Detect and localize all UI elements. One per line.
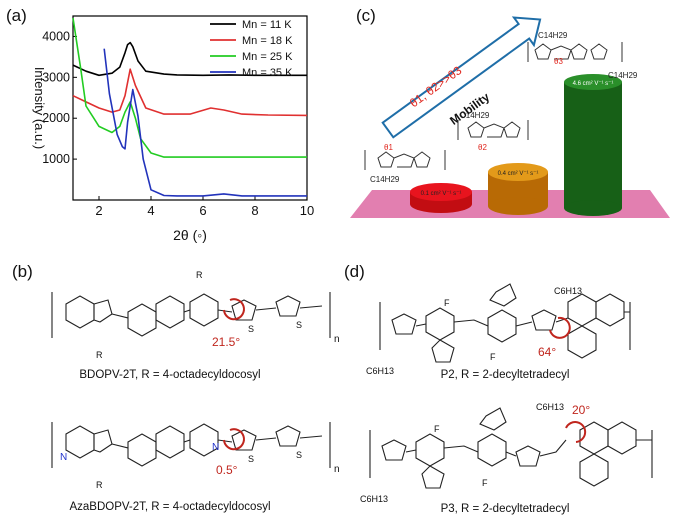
xrd-chart: 2 4 6 8 10 1000 2000 3000 4000 Mn = 11 K Mn = 18 …: [32, 15, 314, 243]
b-atom-s3: S: [248, 454, 254, 464]
d-angle-2: 20°: [572, 403, 590, 417]
legend-label-1: Mn = 11 K: [242, 19, 292, 31]
b-atom-r1: R: [96, 350, 103, 360]
legend-label-2: Mn = 18 K: [242, 35, 293, 47]
b-atom-s1: S: [248, 324, 254, 334]
cylinder-high: 4.6 cm² V⁻¹ s⁻¹: [564, 74, 622, 216]
b-caption-2: AzaBDOPV-2T, R = 4-octadecyldocosyl: [69, 501, 270, 513]
molecule-sketch-1: [364, 150, 446, 170]
d-c6-1: C6H13: [366, 366, 394, 376]
b-caption-1: BDOPV-2T, R = 4-octadecyldocosyl: [79, 369, 260, 381]
d-caption-1: P2, R = 2-decyltetradecyl: [441, 369, 570, 381]
molecule-sketch-3: [527, 42, 623, 62]
theta2-mark: θ2: [478, 143, 487, 152]
mobility-label: Mobility: [447, 90, 492, 128]
plot-frame: [72, 15, 308, 201]
series-line-1: [72, 41, 307, 77]
theta3-mark: θ3: [554, 57, 563, 66]
b-sub-n1: n: [334, 334, 340, 345]
x-axis-label: 2θ (◦): [173, 227, 207, 243]
d-f-3: F: [434, 424, 440, 434]
theta1-mark: θ1: [384, 143, 393, 152]
cylinder-low-label: 0.1 cm² V⁻¹ s⁻¹: [421, 191, 462, 197]
y-tick-label: 2000: [42, 111, 70, 125]
legend: Mn = 11 K Mn = 18 K Mn = 25 K Mn = 35 K: [210, 19, 293, 79]
x-tick-label: 6: [199, 203, 206, 218]
cylinder-mid-label: 0.4 cm² V⁻¹ s⁻¹: [498, 171, 539, 177]
panel-label-a: (a): [6, 6, 27, 25]
cylinder-high-label: 4.6 cm² V⁻¹ s⁻¹: [573, 81, 614, 87]
b-atom-n1: N: [60, 452, 67, 463]
bdopv-2t-structure: [51, 292, 331, 338]
mobility-arrow: [381, 16, 542, 139]
alkyl-label-3: C14H29: [460, 111, 490, 120]
d-f-4: F: [482, 478, 488, 488]
panel-label-b: (b): [12, 262, 33, 281]
x-tick-label: 2: [95, 203, 102, 218]
b-sub-n2: n: [334, 464, 340, 475]
b-atom-n2: N: [212, 442, 219, 453]
d-angle-1: 64°: [538, 345, 556, 359]
mobility-illustration: Mobility θ1, θ2>>θ3 0.1 cm² V⁻¹ s⁻¹ 0.4 …: [350, 16, 670, 218]
b-atom-r2: R: [196, 270, 203, 280]
y-tick-label: 4000: [42, 29, 70, 43]
series-line-4: [103, 48, 307, 197]
y-tick-label: 3000: [42, 70, 70, 84]
y-tick-label: 1000: [42, 152, 70, 166]
d-caption-2: P3, R = 2-decyltetradecyl: [441, 503, 570, 515]
d-c6-2: C6H13: [554, 286, 582, 296]
bdopv-structures: 21.5° R R S S n BDOPV-2T, R = 4-octadecy…: [51, 270, 340, 513]
x-tick-label: 10: [300, 203, 314, 218]
b-angle-1: 21.5°: [212, 335, 240, 349]
molecule-sketch-2: [457, 120, 529, 140]
alkyl-label-4: C14H29: [370, 175, 400, 184]
x-tick-label: 4: [147, 203, 154, 218]
d-f-1: F: [444, 298, 450, 308]
series-line-2: [72, 68, 308, 117]
d-c6-3: C6H13: [360, 494, 388, 504]
b-angle-2: 0.5°: [216, 463, 238, 477]
y-axis-label: Intensity (a.u.): [32, 67, 47, 149]
alkyl-label-2: C14H29: [608, 71, 638, 80]
cylinder-mid: 0.4 cm² V⁻¹ s⁻¹: [488, 163, 548, 215]
panel-label-c: (c): [356, 6, 376, 25]
p2-structure: [379, 283, 631, 363]
series-line-3: [72, 17, 307, 158]
alkyl-label-1: C14H29: [538, 31, 568, 40]
b-atom-s2: S: [296, 320, 302, 330]
d-f-2: F: [490, 352, 496, 362]
p3-structure: [369, 407, 653, 489]
polymer-structures: 64° F F C6H13 C6H13 P2, R = 2-decyltetra…: [360, 283, 653, 515]
cylinder-low: 0.1 cm² V⁻¹ s⁻¹: [410, 183, 472, 213]
b-atom-s4: S: [296, 450, 302, 460]
legend-label-3: Mn = 25 K: [242, 51, 293, 63]
series-group: [72, 17, 308, 197]
d-c6-4: C6H13: [536, 402, 564, 412]
x-tick-label: 8: [251, 203, 258, 218]
legend-label-4: Mn = 35 K: [242, 67, 293, 79]
azabdopv-2t-structure: [51, 422, 331, 468]
panel-label-d: (d): [344, 262, 365, 281]
axis-ticks: 2 4 6 8 10 1000 2000 3000 4000: [42, 29, 314, 218]
b-atom-r3: R: [96, 480, 103, 490]
